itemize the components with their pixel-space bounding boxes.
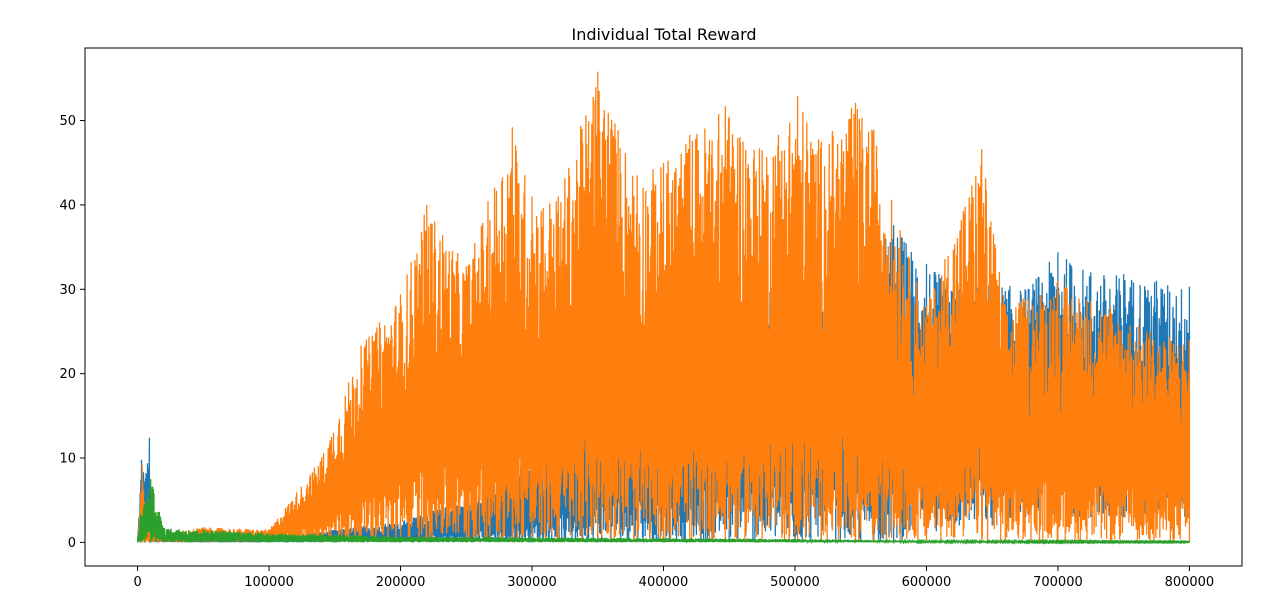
x-tick-label-8: 800000: [1165, 575, 1215, 590]
axes-layer: [80, 47, 1243, 571]
y-tick-label-2: 20: [59, 367, 76, 382]
x-tick-label-0: 0: [133, 575, 141, 590]
chart-title: Individual Total Reward: [571, 25, 756, 44]
y-tick-label-5: 50: [59, 114, 76, 129]
x-tick-labels: 0 100000 200000 300000 400000 500000 600000 700…: [133, 575, 1214, 590]
x-tick-label-3: 300000: [507, 575, 557, 590]
x-tick-label-5: 500000: [770, 575, 820, 590]
series-2-line: [136, 479, 1191, 545]
x-tick-label-6: 600000: [902, 575, 952, 590]
series-layer: [136, 71, 1191, 545]
x-tick-label-1: 100000: [244, 575, 294, 590]
x-tick-label-2: 200000: [376, 575, 426, 590]
x-tick-label-7: 700000: [1033, 575, 1083, 590]
y-tick-label-3: 30: [59, 283, 76, 298]
y-tick-label-4: 40: [59, 198, 76, 213]
y-tick-labels: 0 10 20 30 40 50: [59, 114, 76, 551]
y-tick-label-1: 10: [59, 452, 76, 467]
y-tick-label-0: 0: [68, 536, 76, 551]
x-tick-label-4: 400000: [639, 575, 689, 590]
